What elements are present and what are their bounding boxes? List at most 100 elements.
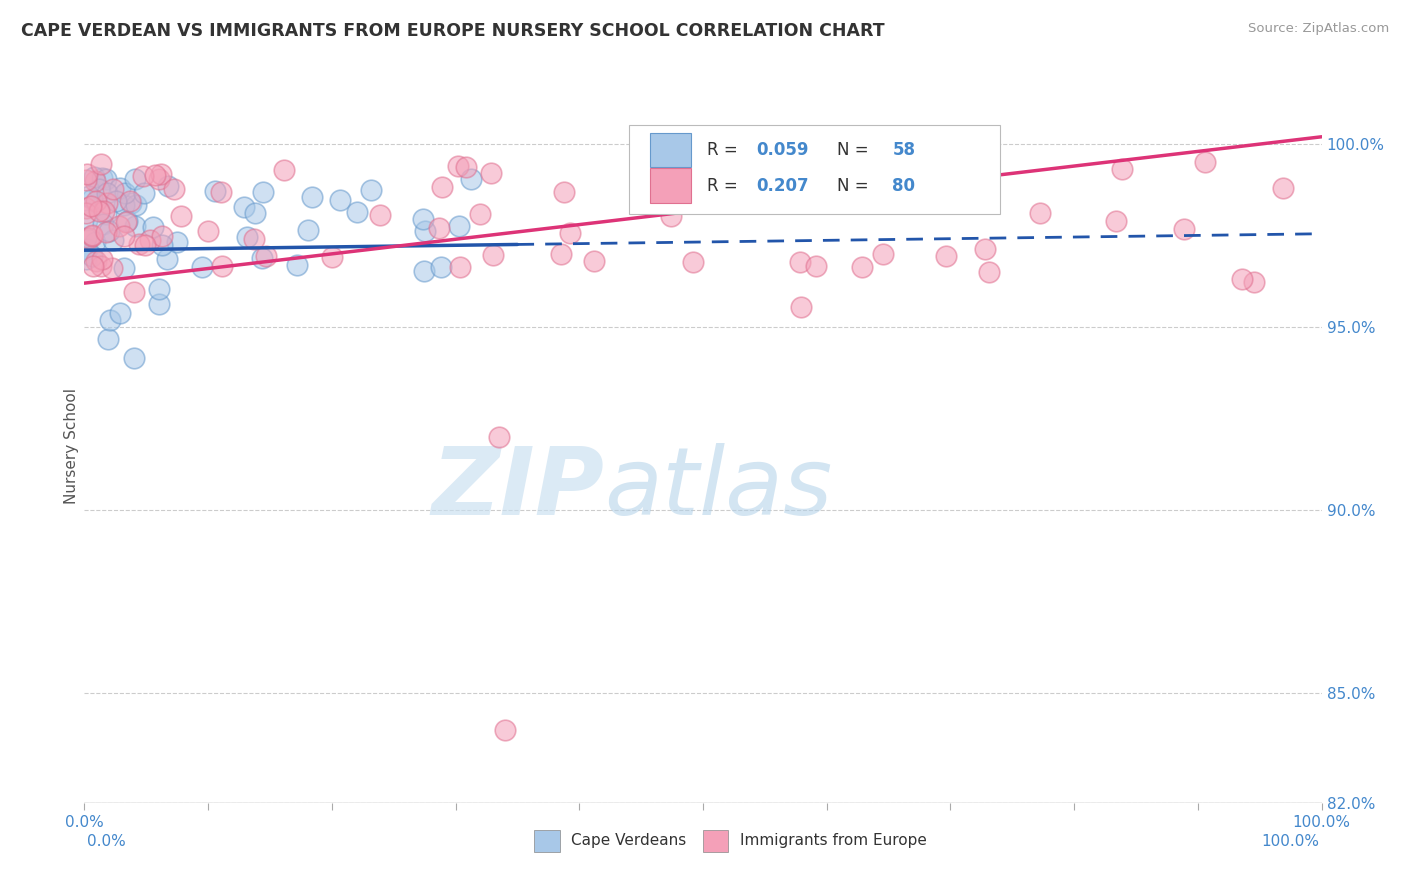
Point: [412, 211, 434, 226]
Point: [80, 199, 103, 213]
Point: [427, 220, 450, 235]
Point: [97, 224, 120, 238]
Text: R =: R =: [707, 141, 742, 159]
Point: [447, 219, 470, 234]
Point: [163, 182, 186, 196]
Point: [368, 208, 391, 222]
Point: [90, 157, 112, 171]
Point: [273, 163, 295, 178]
Text: Immigrants from Europe: Immigrants from Europe: [740, 833, 927, 848]
Point: [197, 224, 219, 238]
Point: [449, 260, 471, 275]
Point: [156, 252, 179, 266]
Point: [83, 235, 105, 249]
Point: [94, 171, 117, 186]
Point: [96, 196, 118, 211]
Point: [454, 160, 477, 174]
Text: atlas: atlas: [605, 443, 832, 534]
Point: [329, 193, 352, 207]
Point: [1029, 206, 1052, 220]
Point: [97, 332, 120, 346]
Point: [84, 254, 107, 268]
Point: [468, 207, 491, 221]
Point: [488, 430, 510, 444]
Point: [1111, 162, 1133, 177]
Text: 100.0%: 100.0%: [1261, 834, 1319, 849]
Point: [89, 182, 111, 196]
Point: [132, 169, 155, 183]
Text: 80: 80: [893, 177, 915, 194]
Point: [148, 282, 170, 296]
Point: [96, 186, 118, 201]
Point: [638, 161, 661, 175]
Point: [659, 210, 682, 224]
Point: [83, 169, 105, 184]
Point: [112, 229, 135, 244]
Text: N =: N =: [837, 141, 873, 159]
Point: [479, 166, 502, 180]
Point: [108, 219, 131, 233]
Point: [1173, 222, 1195, 236]
Point: [75, 173, 97, 187]
Point: [1271, 181, 1294, 195]
Point: [301, 190, 323, 204]
Point: [413, 224, 436, 238]
Point: [142, 219, 165, 234]
Point: [872, 247, 894, 261]
Point: [430, 179, 453, 194]
Text: Source: ZipAtlas.com: Source: ZipAtlas.com: [1249, 22, 1389, 36]
Point: [148, 296, 170, 310]
Point: [76, 167, 98, 181]
Point: [149, 167, 172, 181]
Point: [82, 260, 104, 274]
Text: R =: R =: [707, 177, 742, 194]
Point: [93, 204, 115, 219]
Point: [413, 264, 436, 278]
Point: [75, 231, 97, 245]
Point: [80, 229, 103, 244]
Point: [550, 247, 572, 261]
Point: [429, 260, 451, 274]
Point: [100, 261, 122, 276]
Point: [118, 194, 141, 209]
Point: [91, 217, 114, 231]
Point: [243, 206, 266, 220]
Point: [973, 242, 995, 256]
Text: 0.207: 0.207: [756, 177, 808, 194]
Point: [252, 185, 274, 199]
Point: [204, 184, 226, 198]
Point: [1194, 155, 1216, 169]
Point: [236, 230, 259, 244]
Point: [124, 219, 146, 233]
Y-axis label: Nursery School: Nursery School: [63, 388, 79, 504]
Point: [148, 172, 170, 186]
Text: CAPE VERDEAN VS IMMIGRANTS FROM EUROPE NURSERY SCHOOL CORRELATION CHART: CAPE VERDEAN VS IMMIGRANTS FROM EUROPE N…: [21, 22, 884, 40]
Point: [114, 186, 136, 200]
Point: [101, 182, 124, 196]
Point: [789, 255, 811, 269]
Point: [297, 223, 319, 237]
Point: [124, 172, 146, 186]
Point: [157, 178, 180, 193]
Point: [76, 213, 98, 227]
Point: [851, 260, 873, 274]
Point: [166, 235, 188, 250]
Point: [112, 197, 135, 211]
Point: [125, 198, 148, 212]
Point: [250, 251, 273, 265]
Point: [94, 226, 117, 240]
Point: [682, 255, 704, 269]
Point: [233, 200, 256, 214]
Point: [1230, 272, 1253, 286]
Point: [143, 168, 166, 182]
Point: [558, 226, 581, 240]
Point: [77, 231, 100, 245]
Text: 58: 58: [893, 141, 915, 159]
Point: [139, 234, 162, 248]
Point: [91, 170, 114, 185]
Point: [132, 186, 155, 201]
Point: [134, 238, 156, 252]
Point: [494, 723, 516, 737]
Point: [76, 242, 98, 256]
FancyBboxPatch shape: [650, 133, 690, 167]
